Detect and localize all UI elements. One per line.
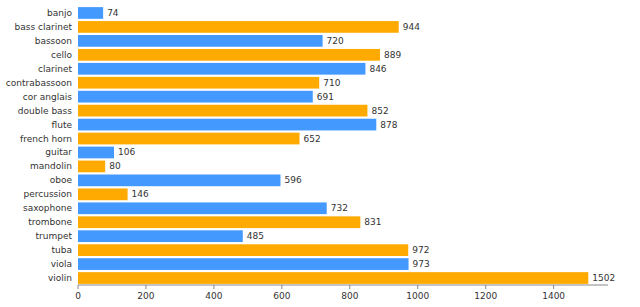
data-label: 852 bbox=[371, 106, 388, 116]
category-label: cello bbox=[51, 50, 72, 60]
bar bbox=[78, 105, 367, 117]
bars bbox=[78, 7, 588, 284]
x-tick-label: 1000 bbox=[406, 291, 429, 301]
data-label: 74 bbox=[107, 8, 119, 18]
bar bbox=[78, 49, 380, 61]
x-tick-label: 0 bbox=[75, 291, 81, 301]
bar bbox=[78, 147, 114, 159]
data-label: 146 bbox=[132, 189, 149, 199]
bar bbox=[78, 119, 376, 131]
bar bbox=[78, 216, 360, 228]
bar bbox=[78, 21, 399, 33]
bar bbox=[78, 230, 243, 242]
data-label: 720 bbox=[327, 36, 344, 46]
data-label: 485 bbox=[247, 231, 264, 241]
data-label: 710 bbox=[323, 78, 340, 88]
x-tick-label: 1200 bbox=[474, 291, 497, 301]
page: {"chart_data": {"type": "bar", "orientat… bbox=[0, 0, 640, 307]
bar bbox=[78, 63, 365, 75]
category-label: percussion bbox=[24, 189, 73, 199]
data-label: 973 bbox=[413, 259, 430, 269]
x-tick bbox=[417, 285, 418, 289]
category-label: trombone bbox=[28, 217, 72, 227]
data-label: 831 bbox=[364, 217, 381, 227]
category-label: violin bbox=[48, 273, 72, 283]
category-label: bassoon bbox=[35, 36, 72, 46]
data-label: 80 bbox=[109, 161, 121, 171]
category-label: contrabassoon bbox=[6, 78, 72, 88]
category-label: mandolin bbox=[30, 161, 72, 171]
x-tick bbox=[485, 285, 486, 289]
x-tick bbox=[553, 285, 554, 289]
category-label: oboe bbox=[50, 175, 73, 185]
x-tick-label: 800 bbox=[341, 291, 358, 301]
bar bbox=[78, 133, 300, 145]
x-tick-label: 400 bbox=[205, 291, 222, 301]
category-label: double bass bbox=[18, 106, 72, 116]
x-tick bbox=[349, 285, 350, 289]
bar bbox=[78, 175, 280, 187]
category-label: clarinet bbox=[38, 64, 72, 74]
data-label: 106 bbox=[118, 147, 135, 157]
category-label: viola bbox=[51, 259, 72, 269]
bar bbox=[78, 272, 588, 284]
x-tick-label: 1400 bbox=[542, 291, 565, 301]
bar bbox=[78, 35, 323, 47]
category-label: trumpet bbox=[36, 231, 73, 241]
category-label: banjo bbox=[47, 8, 72, 18]
x-tick bbox=[213, 285, 214, 289]
y-axis: banjo bass clarinet bassoon cello clarinet co… bbox=[6, 8, 73, 283]
data-label: 944 bbox=[403, 22, 420, 32]
x-tick bbox=[78, 285, 79, 289]
bar bbox=[78, 188, 128, 200]
bar bbox=[78, 7, 103, 19]
data-label: 878 bbox=[380, 120, 397, 130]
data-label: 846 bbox=[369, 64, 386, 74]
chart-svg: 74 944 720 889 846 710 691 852 878 652 106 80 596 146… bbox=[0, 0, 640, 307]
bar bbox=[78, 161, 105, 173]
category-label: french horn bbox=[20, 134, 72, 144]
category-label: tuba bbox=[52, 245, 72, 255]
category-label: saxophone bbox=[23, 203, 72, 213]
category-label: cor anglais bbox=[23, 92, 72, 102]
bar bbox=[78, 244, 408, 256]
data-label: 652 bbox=[304, 134, 321, 144]
bar bbox=[78, 202, 327, 214]
data-label: 732 bbox=[331, 203, 348, 213]
x-tick-label: 600 bbox=[273, 291, 290, 301]
data-label: 691 bbox=[317, 92, 334, 102]
x-tick-label: 200 bbox=[137, 291, 154, 301]
data-label: 596 bbox=[284, 175, 301, 185]
category-label: flute bbox=[52, 120, 73, 130]
data-label: 1502 bbox=[592, 273, 615, 283]
data-label: 972 bbox=[412, 245, 429, 255]
x-axis-line bbox=[78, 285, 608, 286]
x-axis: 0 200 400 600 800 1000 1200 1400 bbox=[75, 285, 608, 301]
bar bbox=[78, 258, 409, 270]
x-tick bbox=[281, 285, 282, 289]
x-tick bbox=[145, 285, 146, 289]
data-label: 889 bbox=[384, 50, 401, 60]
category-label: guitar bbox=[45, 147, 72, 157]
bar bbox=[78, 91, 313, 103]
category-label: bass clarinet bbox=[15, 22, 73, 32]
data-labels: 74 944 720 889 846 710 691 852 878 652 106 80 596 146… bbox=[107, 8, 615, 283]
bar bbox=[78, 77, 319, 89]
chart-container: 74 944 720 889 846 710 691 852 878 652 106 80 596 146… bbox=[0, 0, 640, 307]
